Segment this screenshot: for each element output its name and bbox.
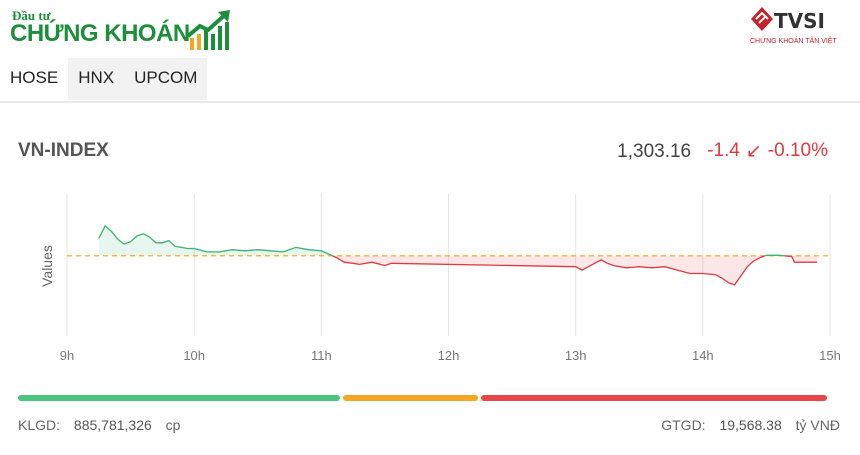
index-name: VN-INDEX bbox=[18, 140, 109, 161]
x-tick-15h: 15h bbox=[819, 348, 841, 363]
gtgd-label: GTGD: bbox=[661, 417, 706, 433]
breadth-segment-flat bbox=[342, 395, 478, 401]
up-area-0 bbox=[98, 225, 333, 256]
down-line-3 bbox=[784, 255, 818, 263]
down-arrow-icon: ↙ bbox=[745, 141, 762, 162]
index-change-percent: -0.10% bbox=[767, 140, 828, 161]
logo-top-text: Đầu tư bbox=[12, 8, 51, 23]
x-tick-13h: 13h bbox=[565, 348, 587, 363]
value-info: GTGD: 19,568.38 tỷ VNĐ bbox=[661, 417, 840, 433]
gtgd-value: 19,568.38 bbox=[719, 417, 782, 433]
intraday-chart[interactable]: Values 9h 10h 11h 12h 13h 14h 15h bbox=[0, 180, 860, 380]
down-line-1 bbox=[332, 255, 766, 286]
dau-tu-chung-khoan-logo[interactable]: Đầu tư CHỨNG KHOÁN bbox=[8, 6, 238, 52]
x-axis-ticks: 9h 10h 11h 12h 13h 14h 15h bbox=[60, 348, 841, 363]
growth-chart-icon bbox=[186, 10, 230, 50]
index-quote: 1,303.16 -1.4 ↙ -0.10% bbox=[617, 140, 828, 163]
tvsi-subtitle: CHỨNG KHOÁN TÂN VIỆT bbox=[750, 38, 837, 45]
tvsi-emblem-icon bbox=[751, 7, 773, 31]
tvsi-name: TVSI bbox=[774, 9, 825, 33]
index-change: -1.4 bbox=[707, 140, 740, 161]
x-tick-14h: 14h bbox=[692, 348, 714, 363]
up-line-2 bbox=[764, 254, 785, 257]
grid-lines bbox=[66, 194, 831, 336]
klgd-label: KLGD: bbox=[18, 417, 61, 433]
tab-hose[interactable]: HOSE bbox=[0, 58, 69, 100]
klgd-unit: cp bbox=[165, 417, 181, 433]
y-axis-label: Values bbox=[39, 245, 55, 287]
x-tick-11h: 11h bbox=[311, 348, 332, 363]
x-tick-9h: 9h bbox=[60, 348, 74, 363]
klgd-value: 885,781,326 bbox=[73, 417, 152, 433]
gtgd-unit: tỷ VNĐ bbox=[795, 417, 840, 433]
index-change-group: -1.4 ↙ -0.10% bbox=[707, 140, 828, 163]
x-tick-10h: 10h bbox=[183, 348, 205, 363]
breadth-segment-down bbox=[480, 395, 827, 401]
tab-hnx[interactable]: HNX bbox=[68, 58, 125, 100]
tab-upcom[interactable]: UPCOM bbox=[124, 58, 208, 100]
index-value: 1,303.16 bbox=[617, 140, 692, 162]
x-tick-12h: 12h bbox=[438, 348, 460, 363]
up-line-0 bbox=[98, 224, 333, 257]
tvsi-logo[interactable]: TVSI CHỨNG KHOÁN TÂN VIỆT bbox=[750, 6, 850, 52]
volume-info: KLGD: 885,781,326 cp bbox=[18, 417, 180, 433]
price-lines bbox=[98, 224, 818, 286]
exchange-tabs: HOSE HNX UPCOM bbox=[0, 58, 208, 102]
down-area-1 bbox=[332, 255, 766, 285]
tab-divider bbox=[0, 101, 860, 103]
breadth-segment-up bbox=[18, 395, 340, 401]
logo-main-text: CHỨNG KHOÁN bbox=[10, 20, 190, 47]
